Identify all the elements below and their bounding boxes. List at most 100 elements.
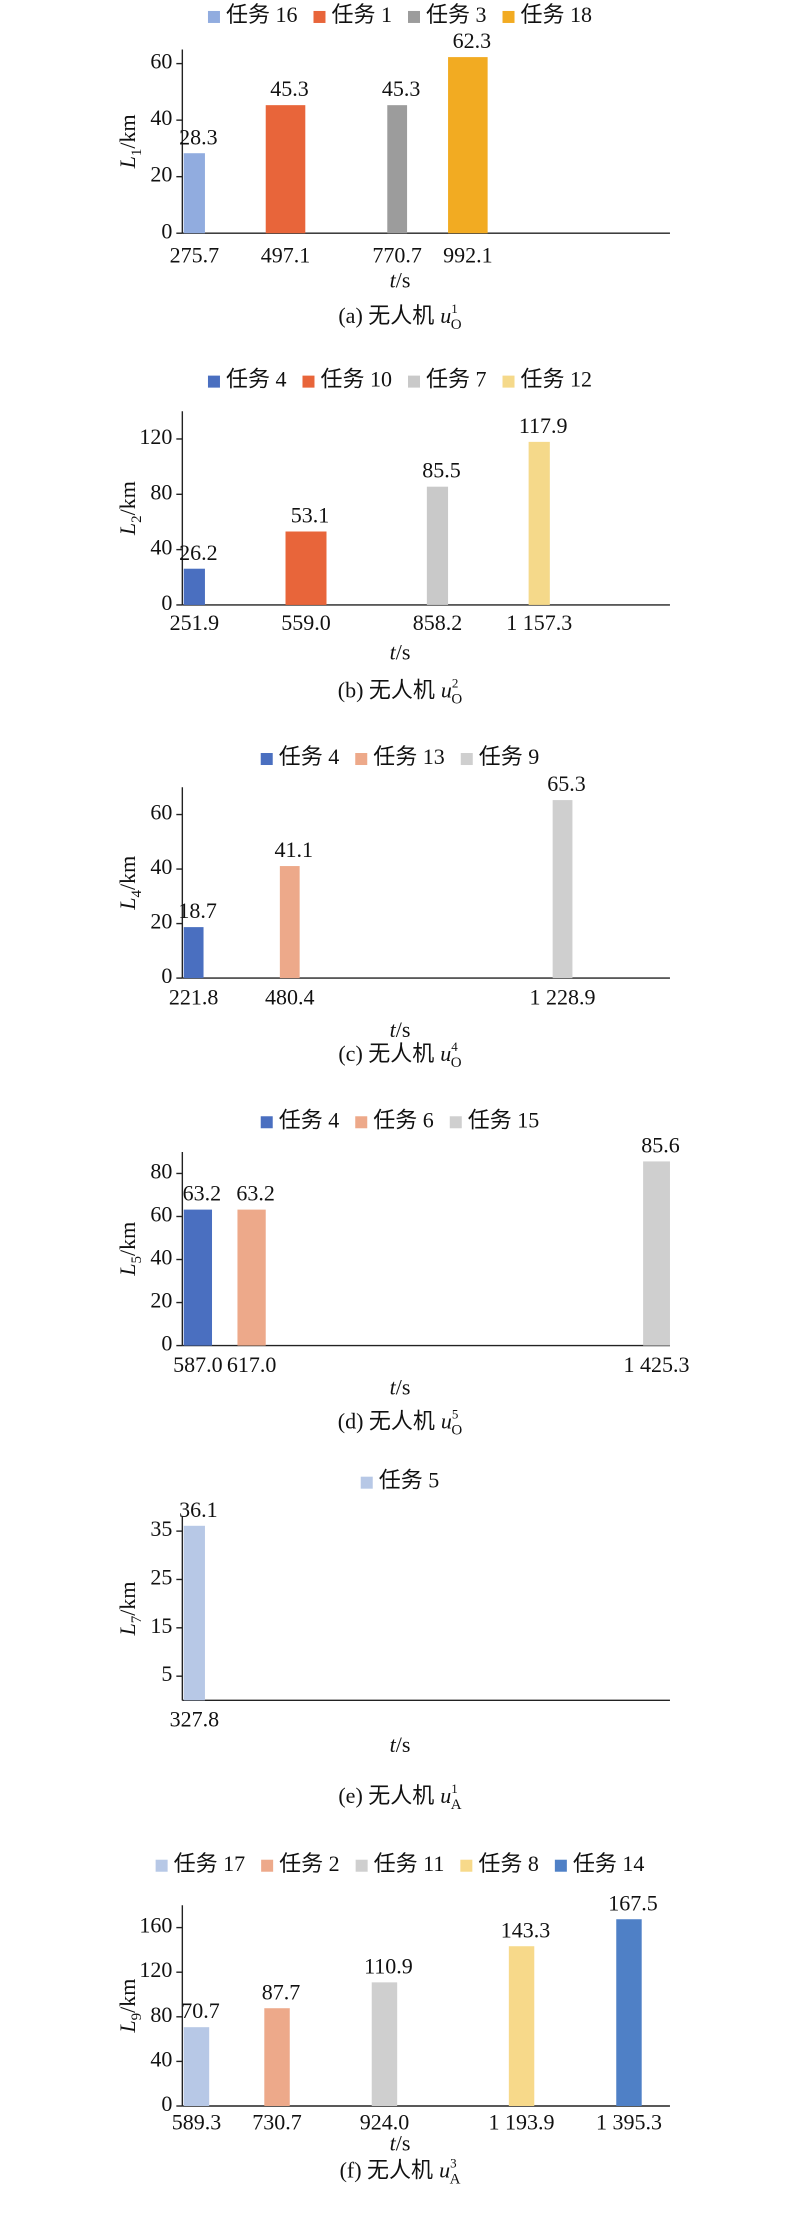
y-tick-label: 60 <box>150 49 172 74</box>
legend: 任务 17 任务 2 任务 11 任务 8 任务 14 <box>155 1851 644 1876</box>
y-label-symbol: L <box>115 1623 140 1636</box>
y-label-symbol: L <box>115 897 140 910</box>
bar <box>183 568 205 605</box>
legend: 任务 5 <box>360 1468 439 1493</box>
x-tick-label: 770.7 <box>372 242 422 267</box>
chart: 5 15 25 35 L7/km 327.8 36.1 t/s (e) 无人机 u1 A 任务 5 <box>115 1468 670 1813</box>
y-axis-label: L5/km <box>115 1222 145 1277</box>
y-label-symbol: L <box>115 523 140 536</box>
x-tick-label: 1 157.3 <box>506 610 572 635</box>
legend-label: 任务 16 <box>226 2 298 27</box>
bar <box>508 1946 535 2107</box>
caption-symbol: u <box>441 678 452 703</box>
x-axis-label: t/s <box>390 639 411 664</box>
data-label: 62.3 <box>453 28 492 53</box>
caption-symbol: u <box>439 2157 450 2182</box>
legend-label: 任务 1 <box>331 2 392 27</box>
caption-sub: O <box>451 692 462 708</box>
data-label: 85.6 <box>641 1132 680 1157</box>
data-label: 63.2 <box>183 1181 222 1206</box>
bar <box>387 105 408 234</box>
legend-swatch <box>449 1116 462 1129</box>
legend-label: 任务 4 <box>279 1107 340 1132</box>
x-axis-label: t/s <box>390 2131 411 2156</box>
caption-sup: 4 <box>451 1039 458 1054</box>
y-tick-label: 120 <box>139 1957 172 1982</box>
y-tick-label: 0 <box>161 590 172 615</box>
caption-sub: O <box>451 1055 462 1071</box>
caption-text: (b) 无人机 <box>338 678 435 703</box>
x-label-symbol: t <box>390 639 397 664</box>
caption: (e) 无人机 u1 A <box>338 1781 461 1813</box>
y-tick-label: 20 <box>150 1288 172 1313</box>
data-label: 65.3 <box>547 771 586 796</box>
legend: 任务 4 任务 13 任务 9 <box>260 744 539 769</box>
bar <box>371 1982 398 2107</box>
legend-label: 任务 2 <box>279 1851 340 1876</box>
x-tick-label: 617.0 <box>227 1352 277 1377</box>
x-label-unit: /s <box>396 2131 411 2156</box>
legend-label: 任务 17 <box>174 1851 246 1876</box>
x-label-unit: /s <box>396 1017 411 1042</box>
bar <box>264 2008 290 2107</box>
x-tick-label: 924.0 <box>360 2109 410 2134</box>
legend-swatch <box>260 1116 273 1129</box>
caption-sup: 3 <box>450 2155 457 2170</box>
legend-label: 任务 8 <box>478 1851 539 1876</box>
caption: (a) 无人机 u1 O <box>338 301 461 333</box>
data-label: 143.3 <box>501 1917 551 1942</box>
bar <box>183 2027 210 2107</box>
legend-label: 任务 6 <box>373 1107 434 1132</box>
y-tick-label: 40 <box>150 854 172 879</box>
legend-swatch <box>502 10 515 23</box>
y-tick-label: 5 <box>161 1661 172 1686</box>
x-tick-label: 1 395.3 <box>596 2109 662 2134</box>
legend-label: 任务 4 <box>279 744 340 769</box>
bar <box>237 1209 266 1346</box>
data-label: 117.9 <box>519 413 568 438</box>
bar <box>426 486 449 605</box>
y-label-sub: 2 <box>129 515 145 523</box>
y-axis-label: L9/km <box>115 1979 145 2034</box>
bar <box>183 1209 213 1346</box>
y-tick-label: 0 <box>161 218 172 243</box>
legend-swatch <box>360 1476 373 1489</box>
y-tick-label: 15 <box>150 1613 172 1638</box>
legend-swatch <box>460 1859 473 1872</box>
data-label: 70.7 <box>181 1998 220 2023</box>
data-label: 167.5 <box>608 1890 658 1915</box>
legend-label: 任务 15 <box>468 1107 540 1132</box>
y-axis-label: L4/km <box>115 856 145 911</box>
y-label-unit: /km <box>115 856 140 890</box>
x-tick-label: 587.0 <box>173 1352 223 1377</box>
x-label-unit: /s <box>396 1732 411 1757</box>
x-tick-label: 992.1 <box>443 242 493 267</box>
y-tick-label: 20 <box>150 162 172 187</box>
data-label: 41.1 <box>275 837 314 862</box>
bar <box>183 153 205 234</box>
x-tick-label: 327.8 <box>170 1707 220 1732</box>
y-axis-label: L7/km <box>115 1581 145 1636</box>
data-label: 87.7 <box>262 1979 301 2004</box>
data-label: 36.1 <box>179 1497 218 1522</box>
legend-label: 任务 13 <box>373 744 445 769</box>
y-label-sub: 1 <box>129 149 145 157</box>
caption-sub: A <box>450 2172 461 2188</box>
x-label-symbol: t <box>390 268 397 293</box>
data-label: 26.2 <box>179 540 218 565</box>
data-label: 63.2 <box>236 1181 275 1206</box>
y-tick-label: 120 <box>139 424 172 449</box>
x-tick-label: 589.3 <box>172 2109 222 2134</box>
y-label-symbol: L <box>115 1264 140 1277</box>
caption-symbol: u <box>440 1041 451 1066</box>
y-tick-label: 60 <box>150 1202 172 1227</box>
y-label-sub: 5 <box>129 1256 145 1264</box>
y-tick-label: 20 <box>150 909 172 934</box>
y-label-unit: /km <box>115 1581 140 1615</box>
caption: (c) 无人机 u4 O <box>338 1039 461 1071</box>
